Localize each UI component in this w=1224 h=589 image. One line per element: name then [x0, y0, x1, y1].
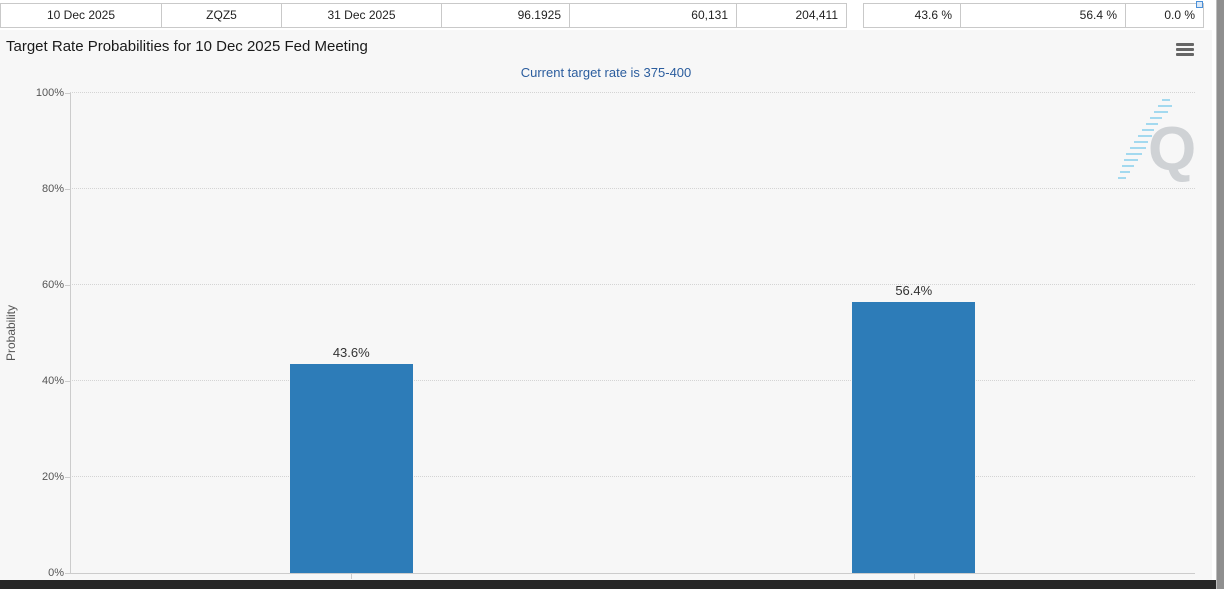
x-axis-tick	[913, 574, 915, 579]
vertical-scrollbar[interactable]	[1216, 0, 1224, 589]
y-axis-tick-label: 20%	[41, 471, 64, 483]
y-axis-tick	[65, 189, 70, 190]
quote-row-divider	[847, 3, 863, 28]
watermark-letter: Q	[1148, 115, 1196, 184]
chart-panel: Target Rate Probabilities for 10 Dec 202…	[0, 30, 1212, 580]
bar-data-label: 56.4%	[895, 283, 933, 299]
quote-cell-prob-1: 43.6 %	[863, 3, 961, 28]
truncated-row-icon	[1196, 1, 1203, 8]
quote-cell-price: 96.1925	[442, 3, 570, 28]
y-gridline	[70, 188, 1195, 189]
chart-subtitle: Current target rate is 375-400	[520, 65, 692, 80]
x-axis-line	[70, 573, 1195, 574]
probability-bar[interactable]	[852, 302, 976, 573]
probability-bar[interactable]	[289, 363, 413, 573]
y-axis-tick	[65, 477, 70, 478]
quote-cell-prob-2: 56.4 %	[961, 3, 1126, 28]
quote-cell-meeting-date: 10 Dec 2025	[0, 3, 162, 28]
y-axis-tick	[65, 285, 70, 286]
chart-menu-icon[interactable]	[1176, 43, 1194, 56]
bottom-bar	[0, 580, 1217, 589]
quote-cell-open-interest: 204,411	[737, 3, 847, 28]
y-gridline	[70, 380, 1195, 381]
x-axis-tick	[351, 574, 353, 579]
y-gridline	[70, 476, 1195, 477]
y-axis-tick-label: 0%	[48, 567, 64, 579]
quote-cell-prob-3: 0.0 %	[1126, 3, 1204, 28]
plot-area: 0% 20% 40% 60% 80% 100% 43.6% 56.4%	[0, 30, 1212, 580]
y-axis-line	[70, 93, 71, 574]
y-gridline	[70, 284, 1195, 285]
bar-data-label: 43.6%	[332, 344, 370, 360]
y-axis-tick	[65, 381, 70, 382]
y-axis-tick	[65, 573, 70, 574]
quote-cell-contract: ZQZ5	[162, 3, 282, 28]
y-axis-tick-label: 40%	[41, 375, 64, 387]
quote-cell-volume: 60,131	[570, 3, 737, 28]
quikstrike-watermark-logo: Q	[1118, 99, 1196, 184]
y-axis-tick-label: 60%	[41, 279, 64, 291]
y-axis-tick	[65, 93, 70, 94]
quote-cell-expiry-date: 31 Dec 2025	[282, 3, 442, 28]
chart-title: Target Rate Probabilities for 10 Dec 202…	[6, 38, 368, 55]
y-axis-tick-label: 100%	[35, 87, 64, 99]
quote-row[interactable]: 10 Dec 2025 ZQZ5 31 Dec 2025 96.1925 60,…	[0, 3, 1204, 28]
y-gridline	[70, 92, 1195, 93]
y-axis-tick-label: 80%	[41, 183, 64, 195]
